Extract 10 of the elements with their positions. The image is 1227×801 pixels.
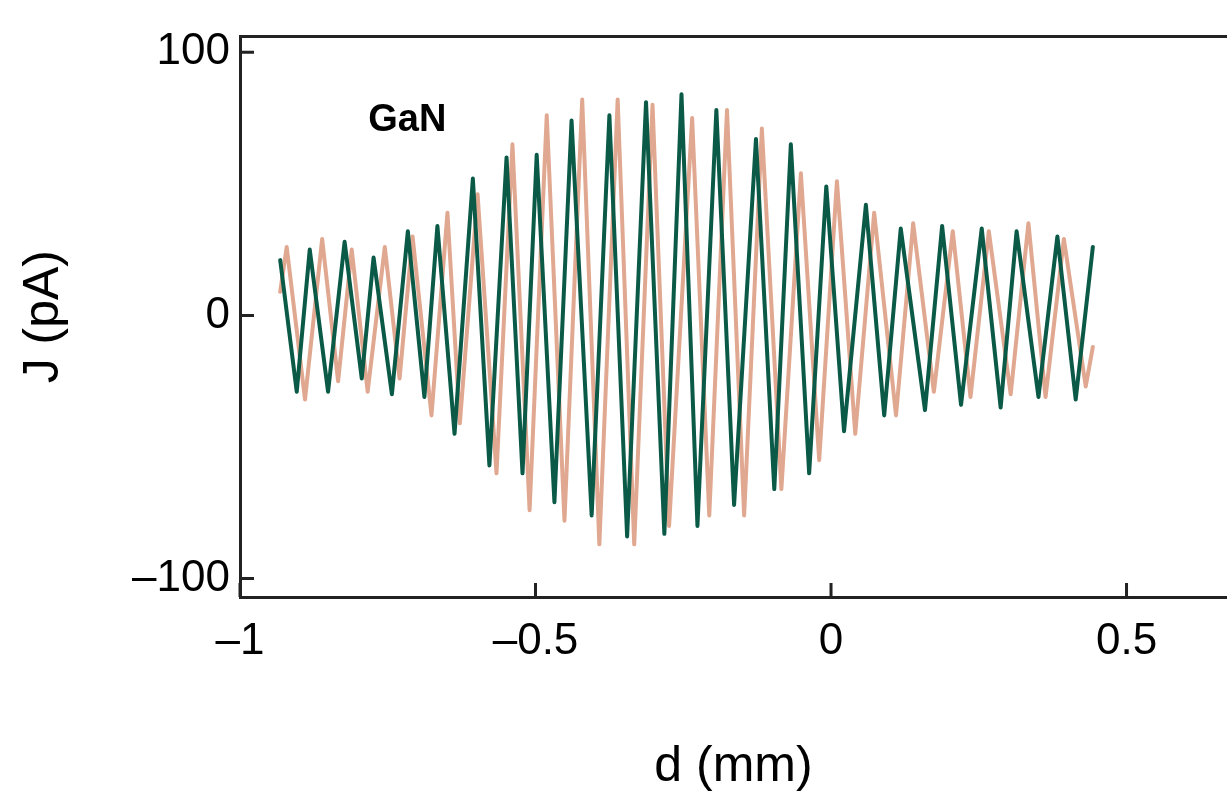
y-tick-label: 100 <box>156 24 230 74</box>
x-tick-label: –0.5 <box>492 613 579 663</box>
x-tick-label: 0 <box>818 613 844 663</box>
x-tick-label: –1 <box>215 613 265 663</box>
y-axis-title: J (pA) <box>12 250 69 384</box>
annotation: GaN <box>368 96 447 139</box>
x-axis-title: d (mm) <box>654 735 813 792</box>
x-tick-label: 0.5 <box>1095 613 1158 663</box>
y-tick-label: 0 <box>205 287 230 337</box>
y-tick-label: –100 <box>132 550 230 600</box>
